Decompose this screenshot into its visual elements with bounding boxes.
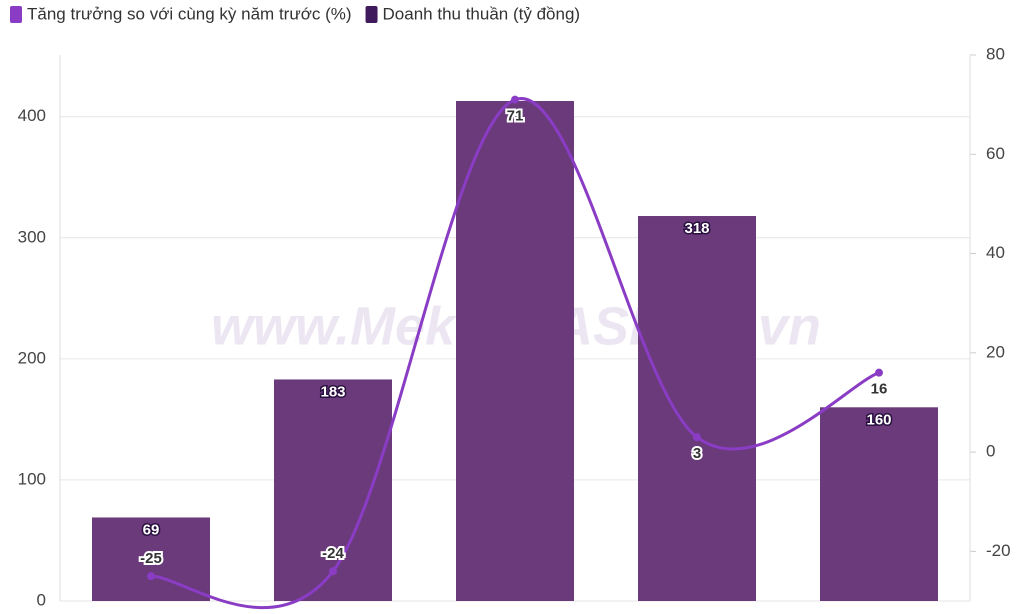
line-point [147, 572, 155, 581]
line-value-label: 3 [693, 445, 701, 462]
bar [456, 101, 574, 602]
line-value-label: -24 [322, 545, 344, 562]
bar [92, 517, 210, 601]
legend-swatch [10, 6, 22, 23]
y2-tick-label: 80 [986, 44, 1005, 63]
y2-tick-label: 40 [986, 243, 1005, 262]
bar-value-label: 160 [866, 411, 891, 428]
y-tick-label: 300 [18, 227, 46, 246]
legend-label: Tăng trưởng so với cùng kỳ năm trước (%) [27, 4, 352, 23]
y-tick-label: 0 [37, 590, 46, 609]
bar-value-label: 183 [320, 383, 345, 400]
line-point [875, 368, 883, 377]
legend-swatch [365, 6, 378, 23]
y2-tick-label: -20 [986, 541, 1011, 560]
bar-value-label: 318 [684, 220, 709, 237]
legend-label: Doanh thu thuần (tỷ đồng) [383, 4, 581, 23]
line-point [329, 567, 337, 576]
bar [638, 216, 756, 602]
line-value-label: 16 [871, 381, 888, 398]
y2-tick-label: 0 [986, 442, 995, 461]
bar [274, 379, 392, 601]
bar-value-label: 69 [143, 521, 160, 538]
bar [820, 407, 938, 601]
line-value-label: 71 [507, 108, 524, 125]
line-value-label: -25 [140, 550, 162, 567]
line-point [693, 433, 701, 442]
y-tick-label: 200 [18, 348, 46, 367]
y2-tick-label: 60 [986, 144, 1005, 163]
line-point [511, 95, 519, 104]
y-tick-label: 400 [18, 106, 46, 125]
y2-tick-label: 20 [986, 342, 1005, 361]
y-tick-label: 100 [18, 469, 46, 488]
